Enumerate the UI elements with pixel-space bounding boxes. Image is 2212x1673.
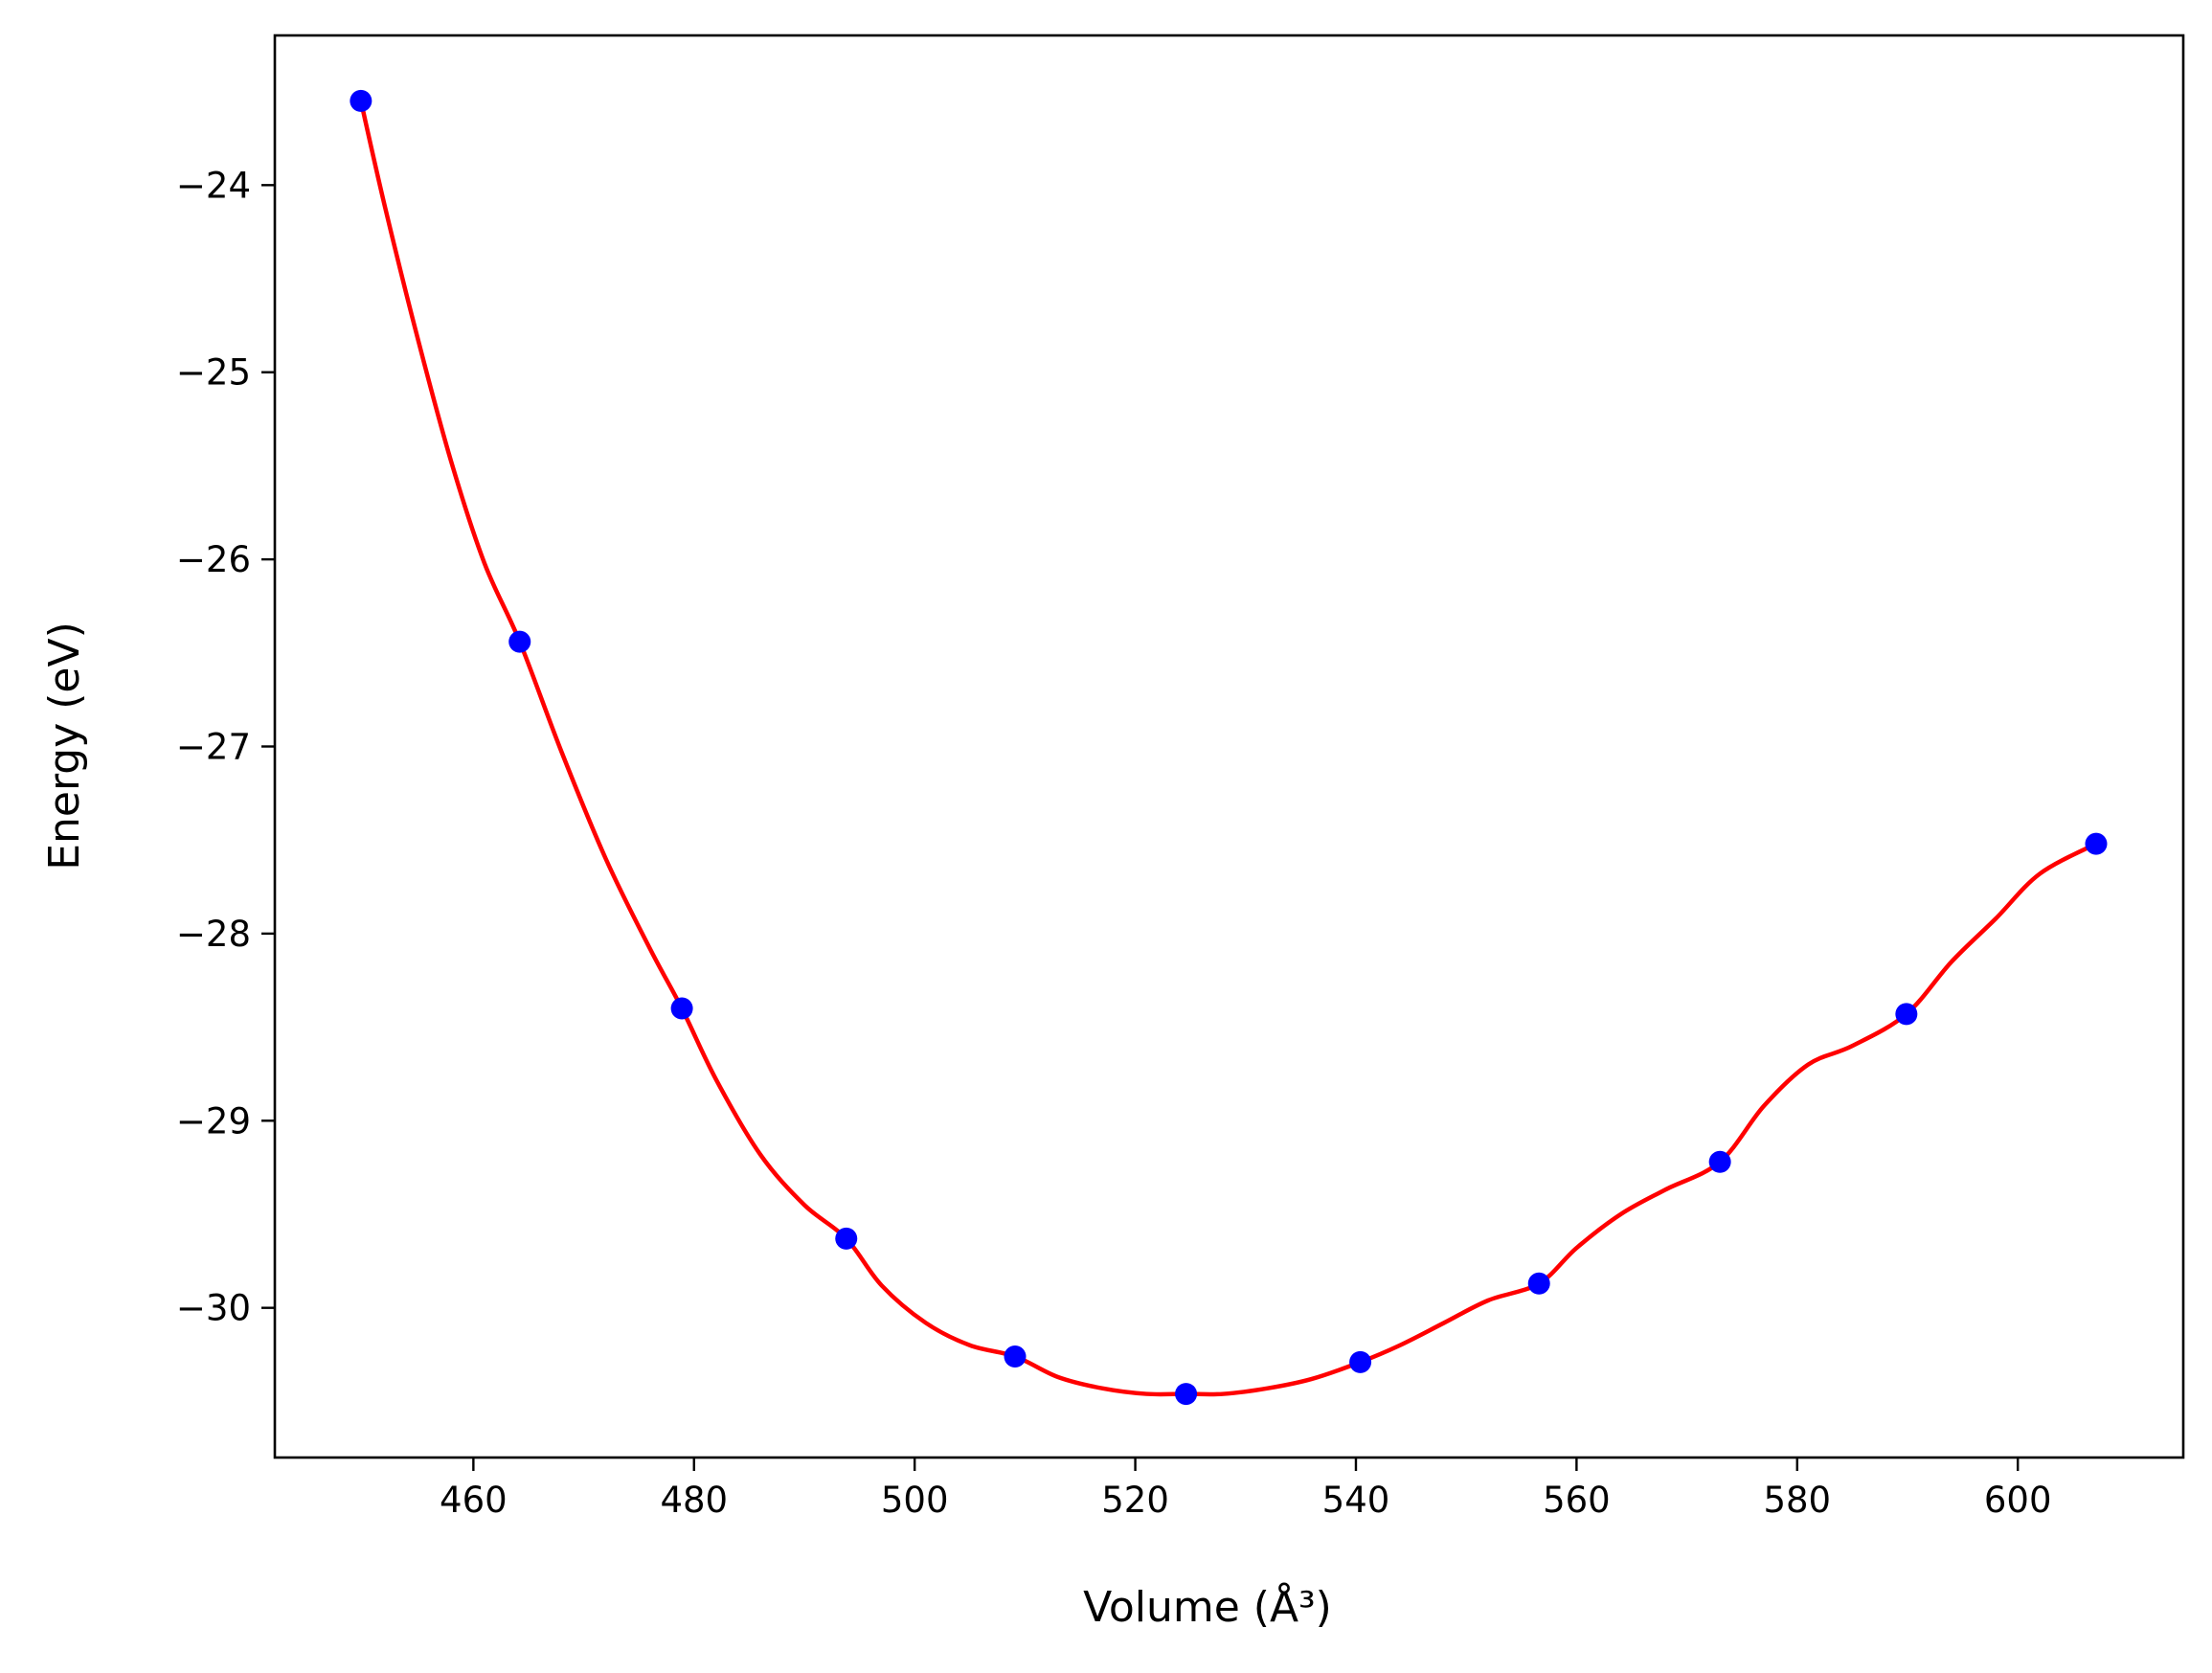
y-tick-label: −26 [176, 539, 251, 580]
x-tick-label: 480 [660, 1480, 728, 1521]
x-tick-label: 560 [1543, 1480, 1611, 1521]
fit-curve [358, 100, 2098, 1397]
x-tick-label: 540 [1322, 1480, 1390, 1521]
plot-frame [273, 34, 2185, 1459]
plot-layer [350, 89, 2108, 1406]
tick-layer: 460 480 500 520 540 560 580 600 −24 −25 −26 −27 −28 −… [176, 165, 2052, 1521]
y-tick-label: −24 [176, 165, 251, 206]
data-point [835, 1227, 858, 1250]
data-point [1708, 1150, 1731, 1173]
y-tick-label: −25 [176, 352, 251, 394]
data-point [350, 89, 372, 112]
x-tick-label: 580 [1763, 1480, 1831, 1521]
data-point [1004, 1345, 1027, 1368]
y-tick-label: −28 [176, 914, 251, 955]
y-tick-label: −30 [176, 1288, 251, 1329]
data-point [508, 630, 531, 653]
x-tick-label: 500 [881, 1480, 949, 1521]
data-point [670, 997, 693, 1020]
x-tick-label: 460 [440, 1480, 508, 1521]
data-point [1349, 1350, 1372, 1373]
y-tick-label: −27 [176, 727, 251, 768]
data-point [1175, 1383, 1198, 1406]
x-tick-label: 600 [1984, 1480, 2052, 1521]
data-point [1895, 1003, 1918, 1026]
x-axis-label: Volume (Å³) [1083, 1581, 1332, 1632]
x-tick-label: 520 [1101, 1480, 1169, 1521]
y-axis-label: Energy (eV) [40, 622, 89, 870]
y-tick-label: −29 [176, 1100, 251, 1142]
data-point [2085, 832, 2108, 855]
data-point [1527, 1272, 1550, 1295]
